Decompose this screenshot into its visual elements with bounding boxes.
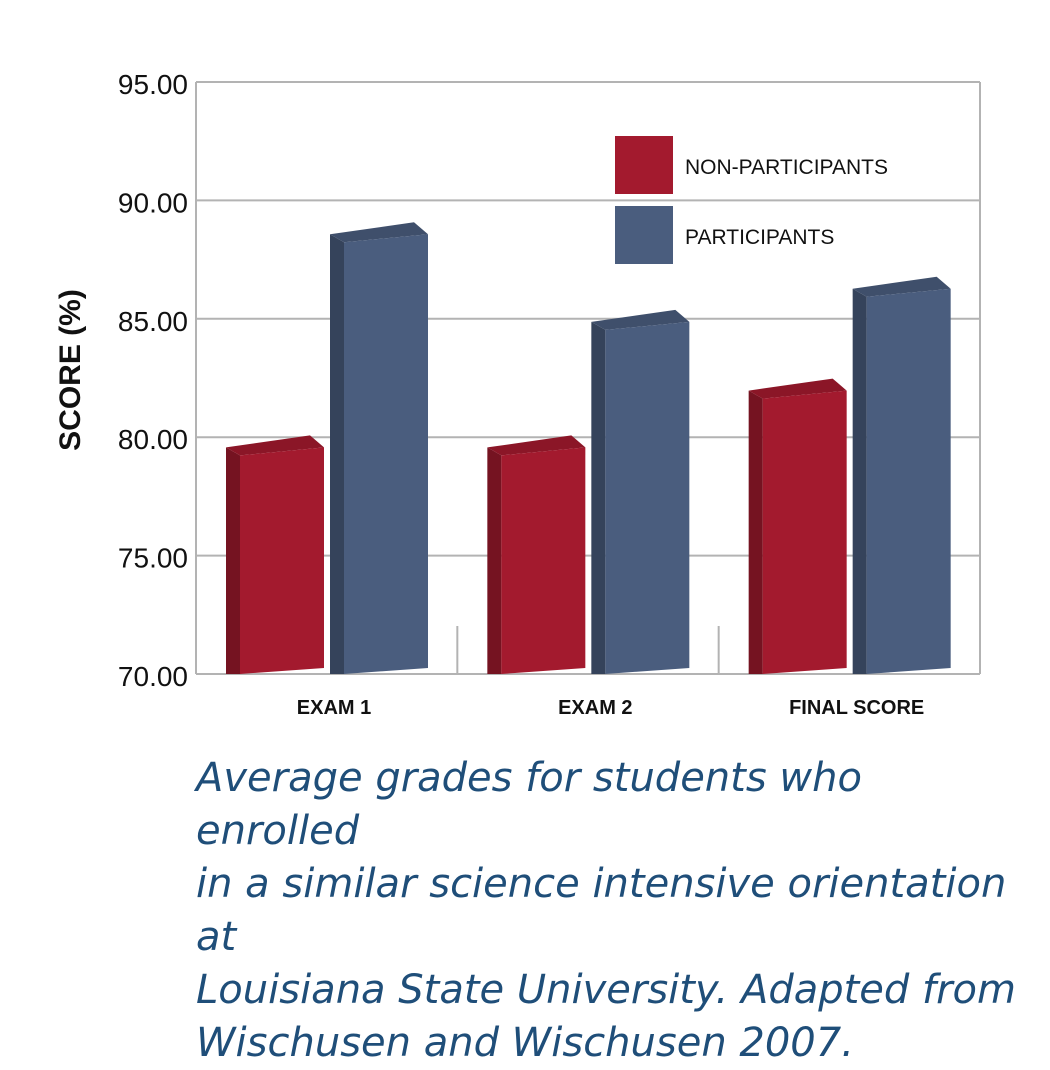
bar-chart: 70.00 75.00 80.00 85.00 90.00 95.00 SCORE (%) E… [54,69,981,719]
y-tick-label: 95.00 [118,69,188,100]
bar-side [852,288,867,674]
x-tick-label: EXAM 2 [558,697,632,719]
bar-side [591,321,606,674]
y-tick-label: 85.00 [118,306,188,337]
bar-top [591,309,690,330]
bar-top [330,222,428,243]
bar-top [487,435,586,456]
figure-caption: Average grades for students who enrolled… [196,755,1016,1066]
y-tick-label: 75.00 [118,543,188,574]
bar [605,321,690,674]
y-tick-label: 70.00 [118,661,188,692]
bar [762,390,847,674]
bar-side [226,447,240,674]
legend-swatch [615,136,673,194]
legend-label: PARTICIPANTS [685,226,834,249]
x-tick-label: FINAL SCORE [789,697,924,719]
legend-label: NON-PARTICIPANTS [685,156,888,179]
bar [501,447,586,674]
x-tick-label: EXAM 1 [297,697,371,719]
bar-side [330,234,344,674]
bar [240,447,324,674]
y-axis-title: SCORE (%) [54,289,87,451]
y-tick-label: 90.00 [118,187,188,218]
bar-side [748,390,763,674]
bar-top [852,276,951,297]
bar [344,234,428,674]
y-tick-label: 80.00 [118,424,188,455]
bar-side [487,447,502,674]
legend-swatch [615,206,673,264]
bar-top [748,378,847,399]
bar-top [226,435,324,456]
bar [866,288,951,674]
